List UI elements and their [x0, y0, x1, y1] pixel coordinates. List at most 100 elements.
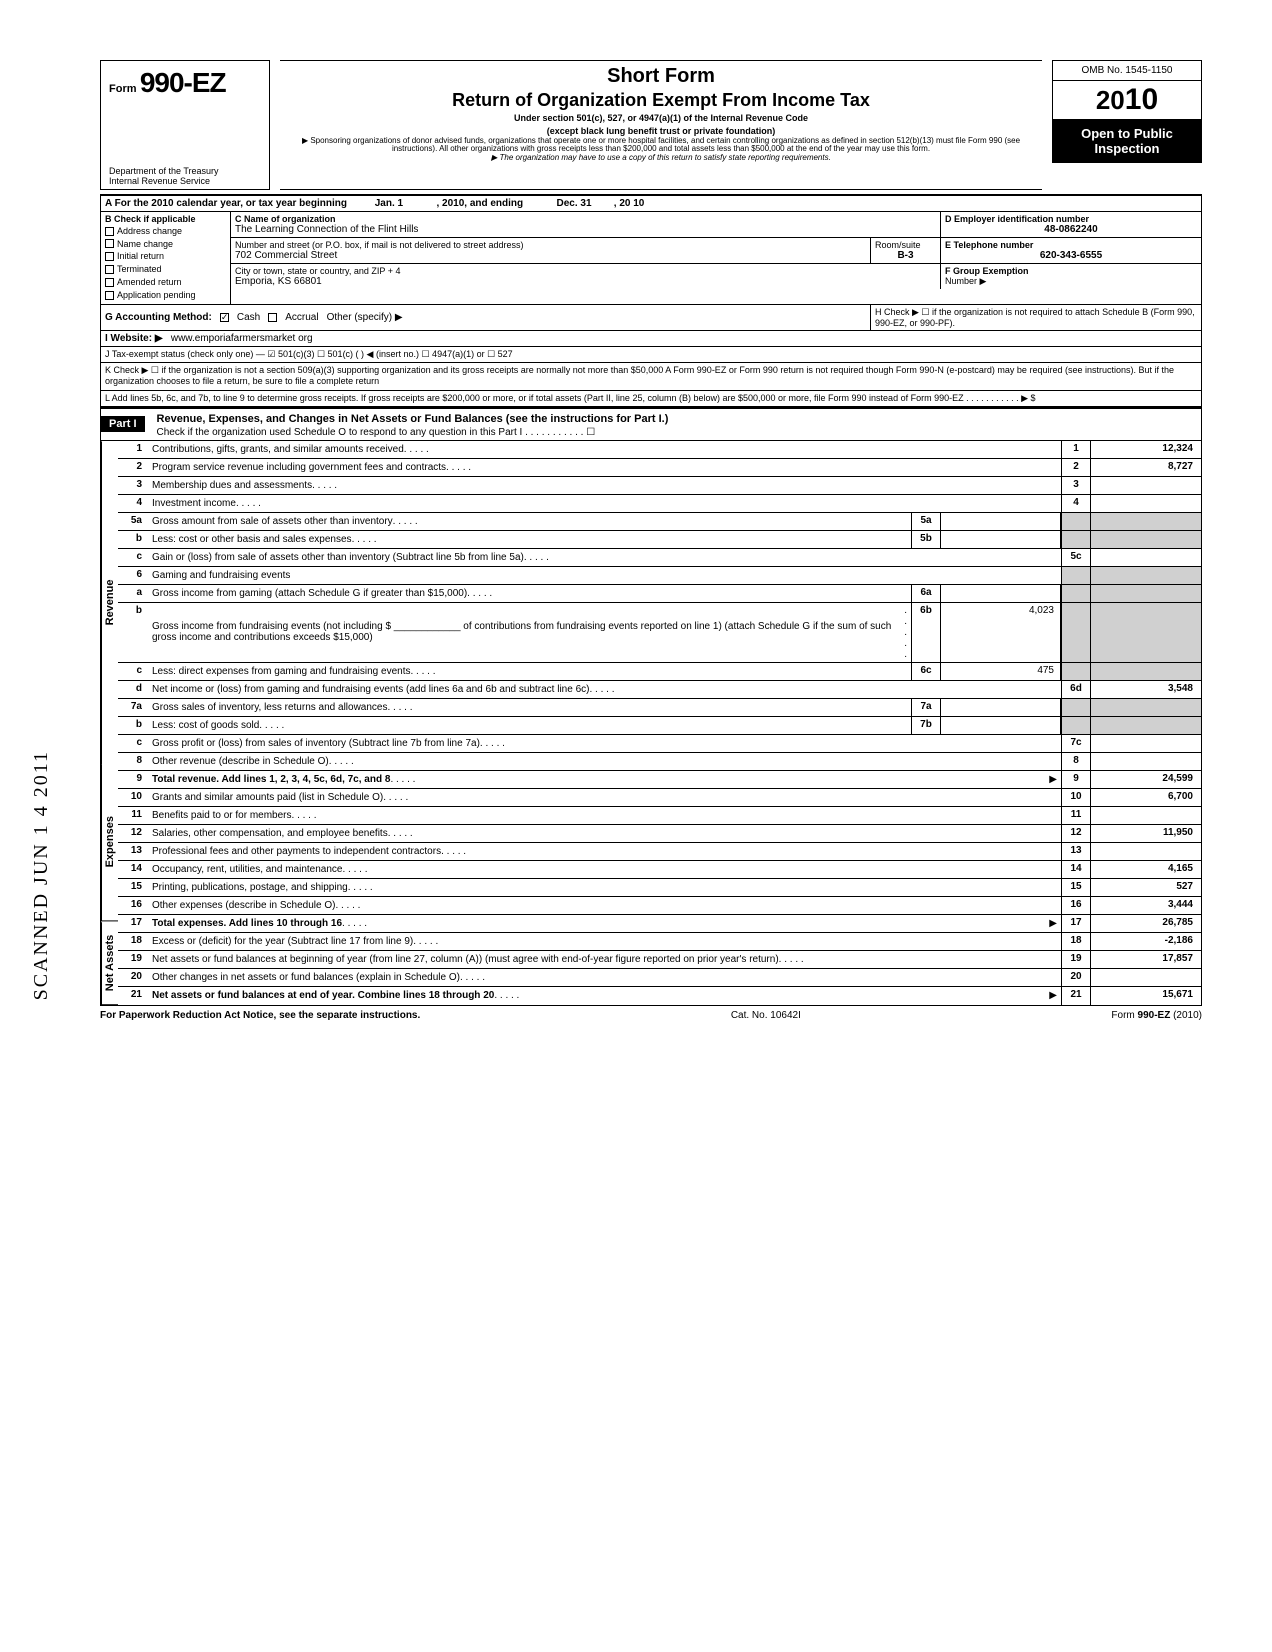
table-row: cGain or (loss) from sale of assets othe… [118, 549, 1201, 567]
table-row: 9Total revenue. Add lines 1, 2, 3, 4, 5c… [118, 771, 1201, 789]
table-row: 14Occupancy, rent, utilities, and mainte… [118, 861, 1201, 879]
line-l: L Add lines 5b, 6c, and 7b, to line 9 to… [101, 391, 1201, 406]
line-description: Gross sales of inventory, less returns a… [148, 699, 911, 716]
lines-g-l: G Accounting Method: Cash Accrual Other … [100, 305, 1202, 407]
end-line-value [1091, 567, 1201, 584]
line-number: 17 [118, 915, 148, 932]
city-label: City or town, state or country, and ZIP … [235, 266, 936, 276]
end-line-value: 4,165 [1091, 861, 1201, 878]
chk-name-change[interactable]: Name change [105, 238, 226, 251]
line-number: d [118, 681, 148, 698]
line-i: I Website: ▶ www.emporiafarmersmarket or… [101, 331, 1201, 346]
block-f-label: F Group Exemption [945, 266, 1197, 276]
line-a-end-month: Dec. 31 [557, 198, 592, 209]
table-row: 1Contributions, gifts, grants, and simil… [118, 441, 1201, 459]
opt-amended-return: Amended return [117, 277, 182, 288]
chk-application-pending[interactable]: Application pending [105, 289, 226, 302]
line-number: 18 [118, 933, 148, 950]
table-row: 2Program service revenue including gover… [118, 459, 1201, 477]
line-number: 5a [118, 513, 148, 530]
end-line-number: 4 [1061, 495, 1091, 512]
table-row: bLess: cost or other basis and sales exp… [118, 531, 1201, 549]
footer-form: Form 990-EZ (2010) [1111, 1010, 1202, 1021]
table-row: 4Investment income . . . . .4 [118, 495, 1201, 513]
table-row: cLess: direct expenses from gaming and f… [118, 663, 1201, 681]
line-g: G Accounting Method: Cash Accrual Other … [101, 305, 871, 330]
line-number: 21 [118, 987, 148, 1005]
mid-line-number: 7b [911, 717, 941, 734]
end-line-number: 21 [1061, 987, 1091, 1005]
room-value: B-3 [875, 250, 936, 261]
line-a-begin: Jan. 1 [375, 198, 403, 209]
line-number: 1 [118, 441, 148, 458]
part-1-title: Revenue, Expenses, and Changes in Net As… [151, 411, 1195, 427]
table-row: 8Other revenue (describe in Schedule O) … [118, 753, 1201, 771]
table-row: 12Salaries, other compensation, and empl… [118, 825, 1201, 843]
end-line-number: 6d [1061, 681, 1091, 698]
footer-cat: Cat. No. 10642I [731, 1010, 801, 1021]
line-number: 8 [118, 753, 148, 770]
table-row: 6Gaming and fundraising events [118, 567, 1201, 585]
chk-accrual[interactable] [268, 313, 277, 322]
side-revenue: Revenue [101, 441, 118, 764]
line-description: Gross profit or (loss) from sales of inv… [148, 735, 1061, 752]
line-number: 15 [118, 879, 148, 896]
end-line-number: 2 [1061, 459, 1091, 476]
table-row: 18Excess or (deficit) for the year (Subt… [118, 933, 1201, 951]
mid-line-value [941, 585, 1061, 602]
dept-block: Department of the Treasury Internal Reve… [109, 167, 261, 187]
end-line-number [1061, 699, 1091, 716]
end-line-value [1091, 663, 1201, 680]
form-number: 990-EZ [140, 67, 226, 98]
mid-line-value: 475 [941, 663, 1061, 680]
block-b: B Check if applicable Address change Nam… [101, 212, 231, 304]
chk-terminated[interactable]: Terminated [105, 263, 226, 276]
block-e-label: E Telephone number [945, 240, 1197, 250]
end-line-value: 24,599 [1091, 771, 1201, 788]
end-line-number: 3 [1061, 477, 1091, 494]
line-description: Less: cost of goods sold . . . . . [148, 717, 911, 734]
chk-initial-return[interactable]: Initial return [105, 250, 226, 263]
end-line-value: 3,548 [1091, 681, 1201, 698]
line-a-text: A For the 2010 calendar year, or tax yea… [105, 198, 347, 209]
chk-cash[interactable] [220, 313, 229, 322]
line-number: b [118, 603, 148, 662]
title-except: (except black lung benefit trust or priv… [286, 126, 1036, 137]
city-value: Emporia, KS 66801 [235, 276, 936, 287]
omb-number: OMB No. 1545-1150 [1052, 60, 1202, 81]
table-row: aGross income from gaming (attach Schedu… [118, 585, 1201, 603]
line-description: Net assets or fund balances at beginning… [148, 951, 1061, 968]
line-number: 20 [118, 969, 148, 986]
end-line-value [1091, 843, 1201, 860]
line-description: Less: direct expenses from gaming and fu… [148, 663, 911, 680]
block-b-label: B Check if applicable [105, 214, 226, 225]
line-description: Grants and similar amounts paid (list in… [148, 789, 1061, 806]
end-line-number: 1 [1061, 441, 1091, 458]
line-description: Gross amount from sale of assets other t… [148, 513, 911, 530]
title-sponsoring: ▶ Sponsoring organizations of donor advi… [286, 137, 1036, 155]
end-line-number [1061, 567, 1091, 584]
line-i-label: I Website: ▶ [105, 333, 163, 344]
end-line-number: 10 [1061, 789, 1091, 806]
opt-address-change: Address change [117, 226, 182, 237]
mid-line-number: 7a [911, 699, 941, 716]
line-a-end-year: , 20 10 [614, 198, 645, 209]
line-number: 7a [118, 699, 148, 716]
phone-value: 620-343-6555 [945, 250, 1197, 261]
dept-line-2: Internal Revenue Service [109, 177, 261, 187]
chk-amended-return[interactable]: Amended return [105, 276, 226, 289]
opt-terminated: Terminated [117, 264, 162, 275]
end-line-number: 20 [1061, 969, 1091, 986]
chk-address-change[interactable]: Address change [105, 225, 226, 238]
part-1-header: Part I Revenue, Expenses, and Changes in… [100, 407, 1202, 441]
opt-name-change: Name change [117, 239, 173, 250]
table-row: 5aGross amount from sale of assets other… [118, 513, 1201, 531]
line-description: Gaming and fundraising events [148, 567, 1061, 584]
line-description: Contributions, gifts, grants, and simila… [148, 441, 1061, 458]
block-d: D Employer identification number 48-0862… [941, 212, 1201, 237]
table-row: 21Net assets or fund balances at end of … [118, 987, 1201, 1005]
end-line-value: 12,324 [1091, 441, 1201, 458]
mid-line-number: 6b [911, 603, 941, 662]
year-prefix: 20 [1096, 85, 1125, 115]
side-expenses: Expenses [101, 764, 118, 921]
